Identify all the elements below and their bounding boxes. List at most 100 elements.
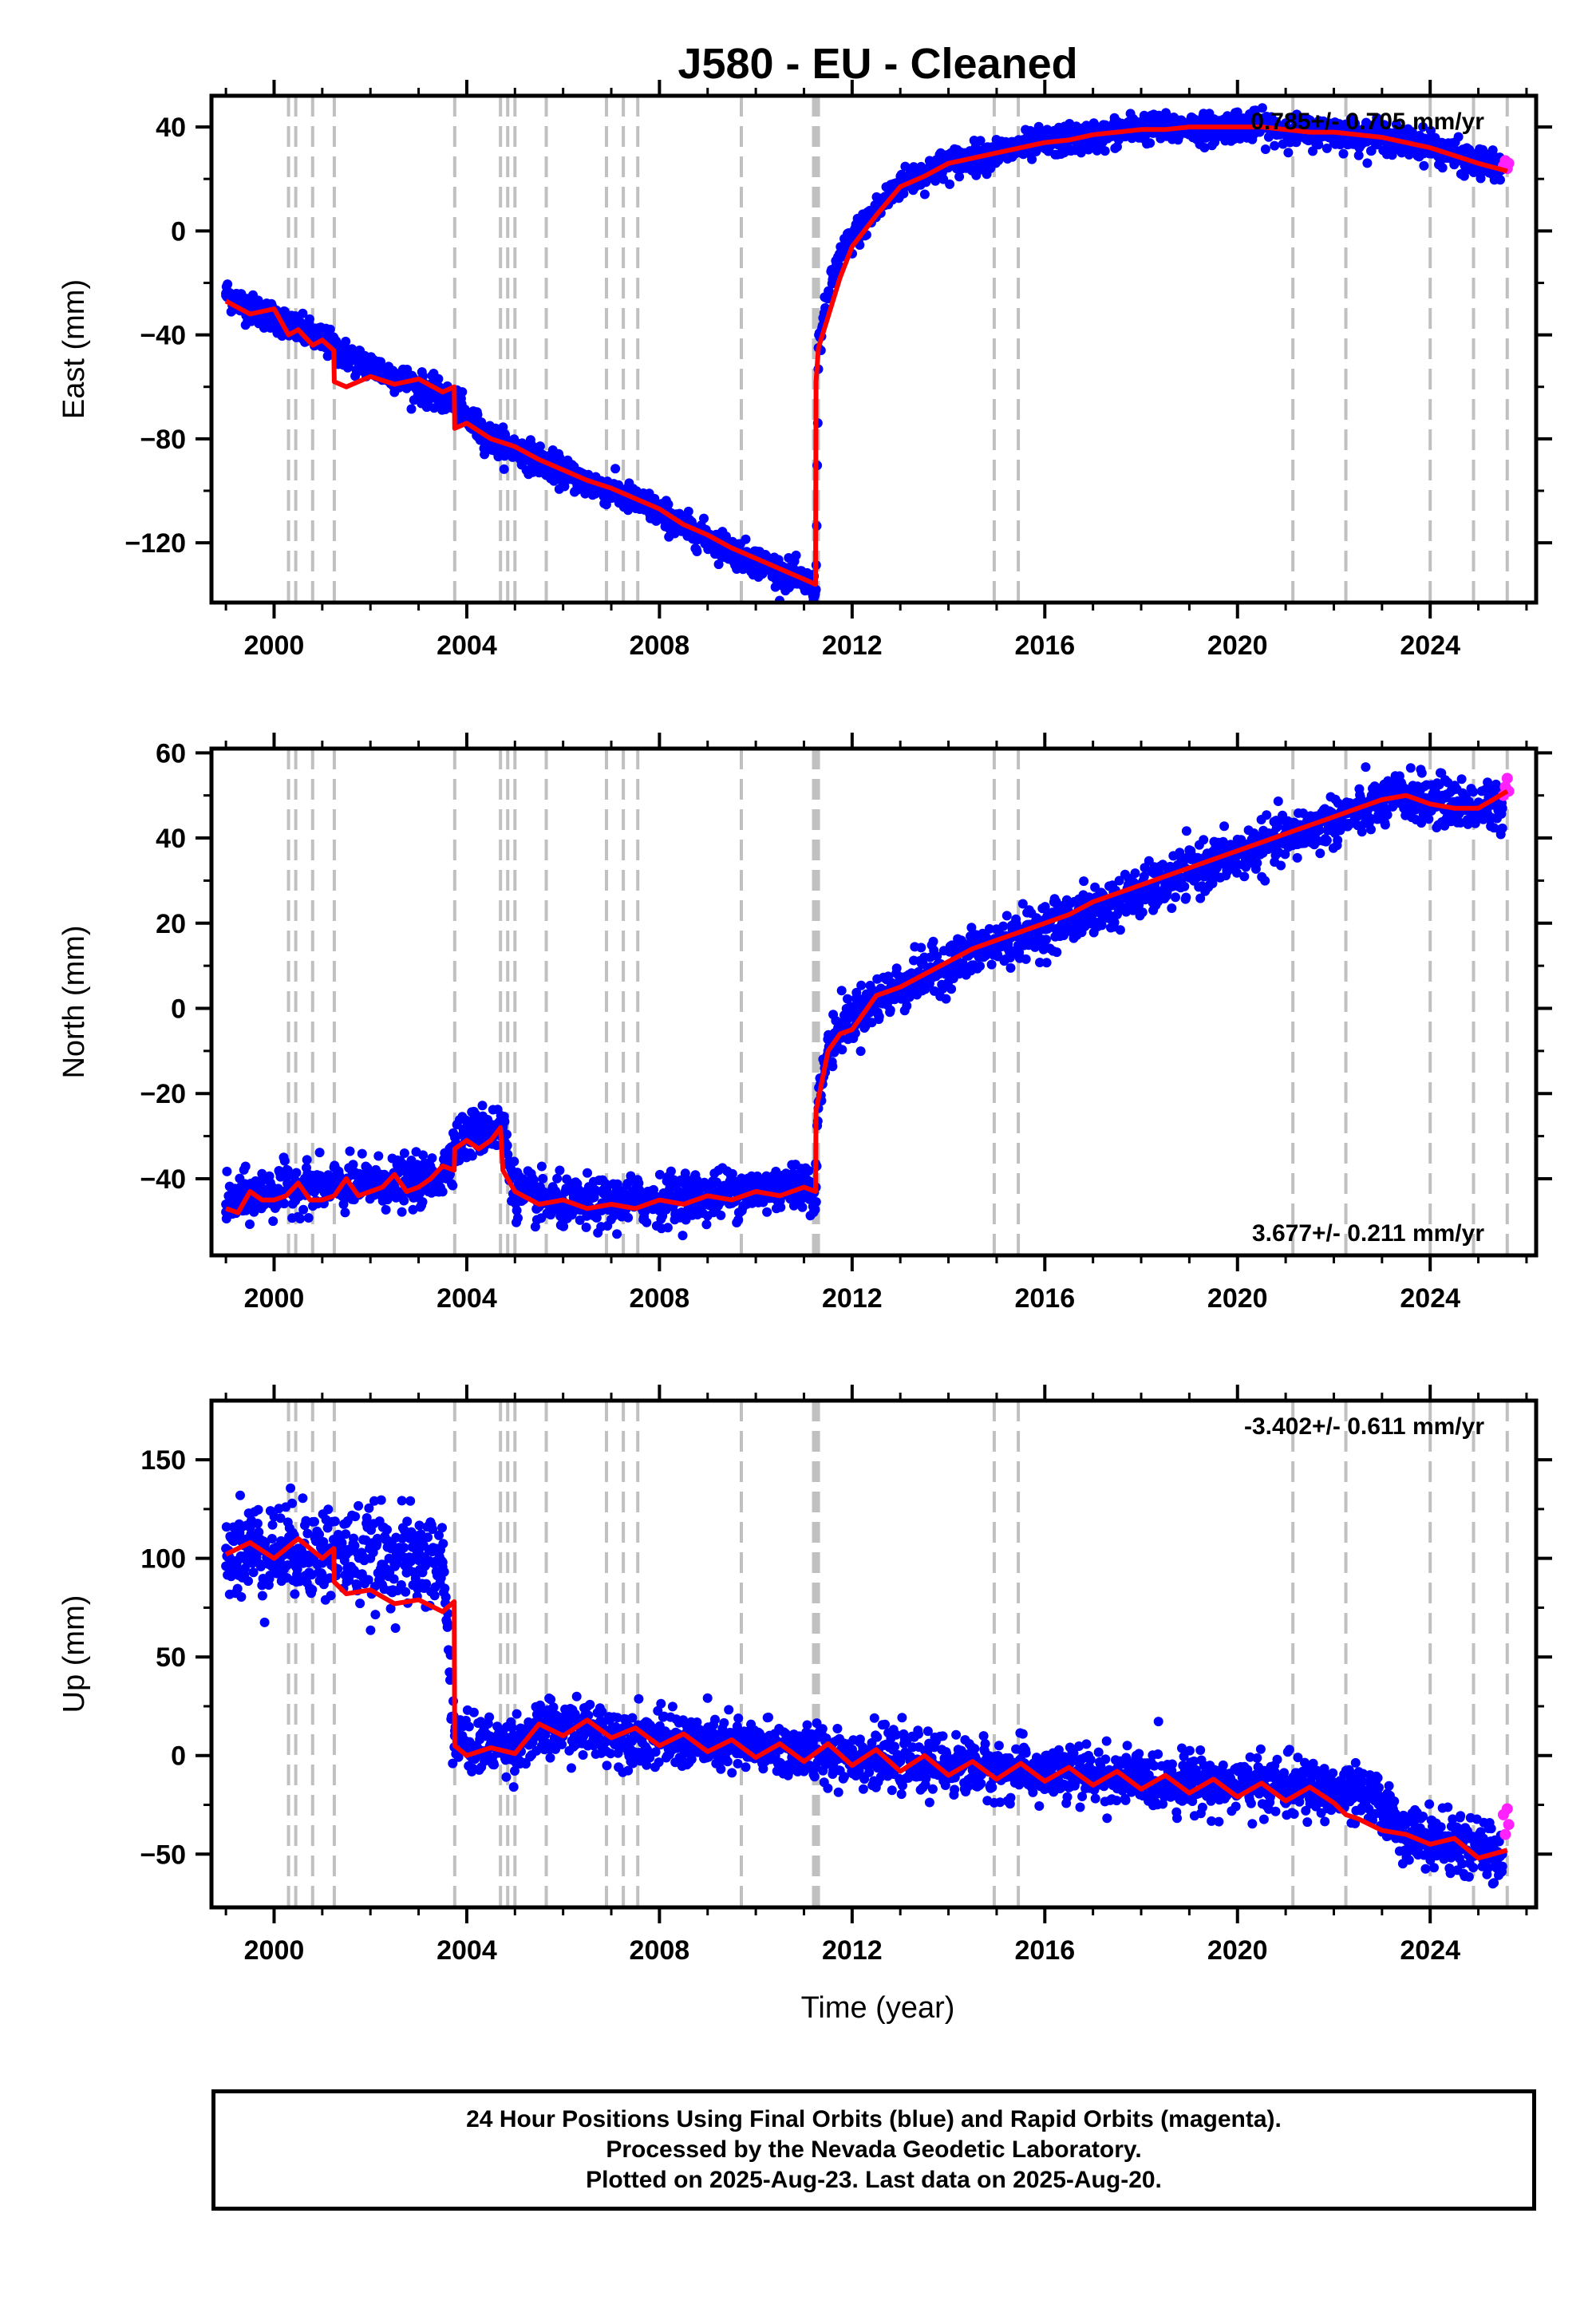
east-final-point xyxy=(692,547,702,556)
north-final-point xyxy=(1405,763,1416,773)
north-final-point xyxy=(1252,858,1262,868)
north-final-point xyxy=(654,1169,665,1180)
north-final-point xyxy=(797,1202,808,1212)
east-final-point xyxy=(1426,125,1436,136)
east-final-point xyxy=(461,413,472,423)
x-tick-label: 2000 xyxy=(244,630,305,661)
east-final-point xyxy=(919,189,930,200)
east-final-point xyxy=(389,371,400,381)
east-final-point xyxy=(480,449,490,460)
x-tick-label: 2004 xyxy=(437,630,497,661)
north-final-point xyxy=(512,1205,522,1215)
x-tick-label: 2020 xyxy=(1207,630,1268,661)
x-tick-label: 2016 xyxy=(1014,630,1075,661)
east-final-point xyxy=(1353,150,1364,160)
north-final-point xyxy=(1005,962,1016,973)
north-final-point xyxy=(1315,848,1325,859)
north-final-point xyxy=(357,1148,367,1159)
north-final-point xyxy=(408,1204,418,1215)
x-tick-label: 2012 xyxy=(822,630,883,661)
north-final-point xyxy=(399,1148,409,1158)
north-final-point xyxy=(1171,892,1180,903)
east-final-point xyxy=(1437,163,1448,173)
north-final-point xyxy=(464,1117,474,1128)
north-final-point xyxy=(279,1199,290,1209)
east-final-point xyxy=(559,481,570,492)
east-final-point xyxy=(1419,160,1429,171)
east-final-point xyxy=(721,532,731,541)
north-final-point xyxy=(222,1166,232,1176)
north-final-point xyxy=(268,1216,279,1227)
north-final-point xyxy=(836,986,847,996)
east-final-point xyxy=(457,387,468,397)
north-final-point xyxy=(513,1213,523,1223)
east-plot-area xyxy=(221,96,1515,603)
east-final-point xyxy=(741,534,751,544)
north-final-point xyxy=(340,1207,350,1218)
north-final-point xyxy=(467,1151,477,1161)
north-final-point xyxy=(448,1180,458,1191)
panels: 2000 2004 2008 2012 2016 2020 2024−120−80−4004… xyxy=(57,80,1552,1966)
north-final-point xyxy=(1041,935,1051,945)
east-final-point xyxy=(499,464,509,474)
north-final-point xyxy=(762,1207,772,1217)
north-final-point xyxy=(1273,796,1283,806)
east-final-point xyxy=(1314,140,1324,150)
east-final-point xyxy=(223,279,233,290)
north-plot-area xyxy=(221,749,1515,1255)
north-final-point xyxy=(1167,903,1177,913)
north-final-point xyxy=(666,1166,676,1176)
east-final-point xyxy=(811,584,821,595)
north-final-point xyxy=(828,1061,838,1072)
north-final-point xyxy=(623,1212,634,1223)
north-final-orbit-points xyxy=(221,762,1507,1241)
north-final-point xyxy=(503,1149,513,1160)
east-final-point xyxy=(1199,143,1210,152)
east-final-point xyxy=(975,136,986,146)
north-final-point xyxy=(941,994,951,1004)
north-final-point xyxy=(590,1185,600,1196)
north-final-point xyxy=(891,963,902,974)
east-final-point xyxy=(1260,144,1270,154)
figure-title: J580 - EU - Cleaned xyxy=(678,40,1077,88)
north-final-point xyxy=(998,921,1009,931)
north-final-point xyxy=(397,1207,407,1217)
east-final-point xyxy=(835,251,845,262)
east-final-point xyxy=(1283,148,1294,158)
north-final-point xyxy=(1416,768,1427,778)
north-final-point xyxy=(345,1146,355,1156)
north-final-point xyxy=(538,1173,548,1184)
north-final-point xyxy=(240,1161,251,1172)
north-final-point xyxy=(555,1165,565,1176)
north-final-point xyxy=(1357,827,1367,837)
north-final-point xyxy=(662,1223,673,1233)
north-final-point xyxy=(528,1175,539,1185)
north-final-point xyxy=(1260,875,1270,886)
north-final-point xyxy=(1181,892,1191,903)
east-final-point xyxy=(472,409,483,420)
east-final-point xyxy=(498,422,508,433)
east-final-point xyxy=(954,172,965,182)
north-final-point xyxy=(536,1161,547,1172)
north-final-point xyxy=(399,1196,409,1206)
north-final-point xyxy=(1052,947,1062,958)
north-final-point xyxy=(291,1168,302,1178)
north-final-point xyxy=(649,1184,658,1195)
east-rate-annotation: 0.785+/- 0.705 mm/yr xyxy=(1250,109,1484,135)
x-tick-label: 2008 xyxy=(630,630,690,661)
east-final-point xyxy=(437,392,448,402)
north-final-point xyxy=(245,1219,255,1229)
north-final-point xyxy=(1333,835,1343,845)
north-final-point xyxy=(1021,954,1031,964)
east-model-line xyxy=(224,124,1508,587)
east-final-point xyxy=(791,550,801,560)
east-final-point xyxy=(1495,175,1505,185)
y-tick-label: −80 xyxy=(140,425,186,455)
north-final-point xyxy=(885,1005,895,1015)
north-final-point xyxy=(427,1153,437,1164)
east-final-point xyxy=(1453,132,1464,142)
north-final-point xyxy=(591,1212,602,1223)
north-final-point xyxy=(1276,860,1286,871)
y-tick-label: −120 xyxy=(124,528,186,559)
